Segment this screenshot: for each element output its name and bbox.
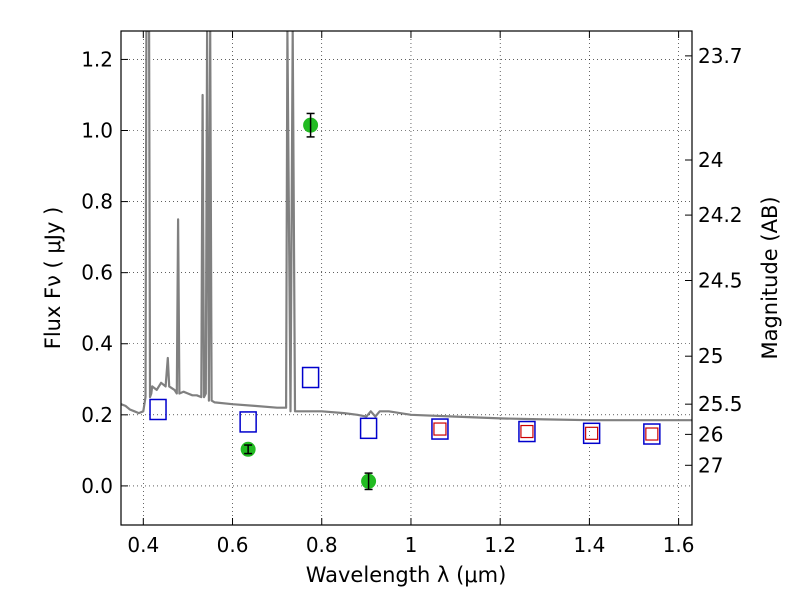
tick-layer: 0.4 0.6 0.8 1 1.2 1.4 1.6 0.0 0.2 0.4 0.6 0.8 1.0 1.2… [81,31,743,557]
model-photometry-inner-box [645,427,659,441]
model-photometry-box [149,398,167,421]
y2-tick-label: 24.2 [698,203,743,227]
x-tick-label: 0.8 [306,533,338,557]
x-tick-label: 1.6 [663,533,695,557]
y2-tick-label: 24 [698,148,723,172]
plot-frame [120,30,693,526]
model-photometry-inner-box [520,424,534,439]
y-tick-label: 0.4 [81,332,113,356]
y2-axis-title: Magnitude (AB) [758,196,782,359]
x-tick-label: 1.4 [573,533,605,557]
x-tick-label: 0.4 [127,533,159,557]
x-axis-title: Wavelength λ (μm) [306,563,507,587]
y-tick-label: 0.8 [81,190,113,214]
y2-tick-label: 25.5 [698,392,743,416]
y2-tick-label: 26 [698,422,723,446]
model-photometry-box [359,417,378,440]
x-tick-label: 0.6 [217,533,249,557]
model-photometry-inner-box [585,426,599,440]
model-photometry-box [301,366,320,389]
x-tick-label: 1.2 [484,533,516,557]
model-photometry-box [239,411,257,433]
y-tick-label: 0.6 [81,261,113,285]
model-photometry-box [582,422,601,445]
y2-tick-label: 27 [698,453,723,477]
y-tick-label: 0.0 [81,474,113,498]
y-axis-title: Flux Fν ( μJy ) [41,207,65,350]
model-photometry-box [643,423,661,445]
x-tick-label: 1 [405,533,418,557]
model-photometry-inner-box [433,422,447,436]
model-photometry-box [431,418,449,440]
plot-area [121,31,692,491]
y2-tick-label: 24.5 [698,268,743,292]
model-photometry-box [518,420,536,443]
y-tick-label: 1.2 [81,47,113,71]
y2-tick-label: 23.7 [698,44,743,68]
y-tick-label: 1.0 [81,119,113,143]
y2-tick-label: 25 [698,344,723,368]
model-spectrum-line [121,31,692,422]
y-tick-label: 0.2 [81,403,113,427]
